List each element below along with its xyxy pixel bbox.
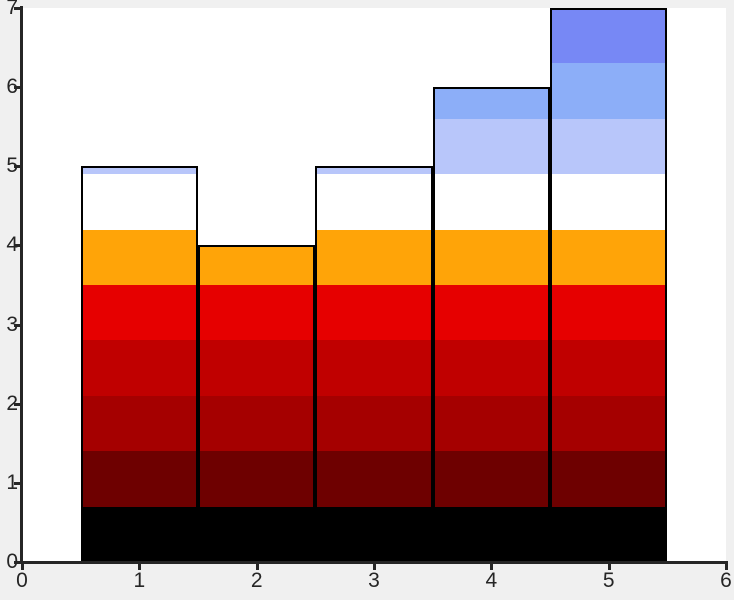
y-tick-label: 7 [6,0,18,19]
x-tick-label: 0 [16,569,28,592]
colormap-band [434,229,548,285]
colormap-band [200,340,314,396]
colormap-band [82,285,196,341]
colormap-band [434,451,548,507]
y-tick-mark [14,561,23,564]
colormap-band [200,451,314,507]
colormap-band [200,395,314,452]
colormap-band [552,395,666,452]
y-tick-label: 2 [6,391,18,415]
y-tick-label: 3 [6,312,18,336]
colormap-band [434,89,548,119]
y-tick-mark [14,165,23,169]
colormap-band [434,506,548,560]
bar[interactable] [550,8,668,562]
colormap-band [552,285,666,341]
x-tick-mark [255,561,259,570]
colormap-band [552,174,666,230]
bar-colormap-fill [200,247,314,560]
colormap-band [552,63,666,119]
colormap-band [434,174,548,230]
y-tick-mark [14,323,23,327]
y-tick-mark [14,244,23,248]
colormap-band [317,285,431,341]
bar[interactable] [198,245,316,562]
bar-colormap-fill [434,89,548,560]
colormap-band [317,174,431,230]
y-tick-mark [14,402,23,406]
colormap-band [552,118,666,175]
y-tick-label: 1 [6,470,18,494]
y-tick-label: 4 [6,233,18,257]
colormap-band [317,451,431,507]
bar[interactable] [315,166,433,562]
x-tick-mark [490,561,494,570]
y-tick-label: 5 [6,154,18,178]
y-axis-spine [20,6,23,564]
colormap-band [434,285,548,341]
x-tick-mark [373,561,376,570]
colormap-band [434,340,548,396]
x-tick-label: 1 [133,569,146,592]
colormap-band [82,168,196,175]
x-tick-mark [21,561,24,570]
x-tick-label: 4 [485,569,498,592]
x-tick-mark [607,561,611,570]
colormap-band [200,506,314,560]
y-tick-mark [14,86,23,90]
x-tick-mark [725,561,728,570]
colormap-band [82,506,196,560]
colormap-band [200,247,314,285]
x-tick-label: 2 [250,569,263,592]
x-tick-label: 6 [720,569,732,592]
y-tick-label: 0 [6,550,18,573]
colormap-band [317,340,431,396]
bar[interactable] [432,87,550,562]
colormap-band [552,229,666,285]
x-tick-label: 5 [602,569,615,592]
colormap-band [317,506,431,560]
bar-colormap-fill [552,10,666,560]
plot-area [22,8,726,562]
colormap-band [317,229,431,285]
colormap-band [317,395,431,452]
y-tick-mark [14,481,23,485]
colormap-band [82,451,196,507]
colormap-band [317,168,431,175]
bar-colormap-fill [82,168,196,560]
colormap-band [82,395,196,452]
bar-colormap-fill [317,168,431,560]
colormap-band [434,118,548,175]
colormap-band [552,10,666,64]
colormap-band [552,506,666,560]
colormap-band [434,395,548,452]
colormap-band [82,340,196,396]
x-tick-label: 3 [368,569,380,592]
colormap-band [200,285,314,341]
colormap-band [82,174,196,230]
bar[interactable] [80,166,198,562]
y-tick-label: 6 [6,75,18,99]
x-tick-mark [138,561,142,570]
colormap-band [552,451,666,507]
colormap-band [82,229,196,285]
colormap-band [552,340,666,396]
y-tick-mark [14,7,23,10]
